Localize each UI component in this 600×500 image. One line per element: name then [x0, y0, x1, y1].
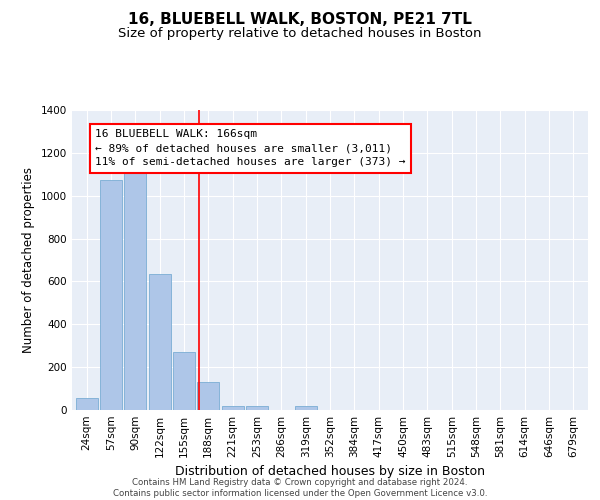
Bar — [76, 398, 98, 410]
Y-axis label: Number of detached properties: Number of detached properties — [22, 167, 35, 353]
Bar — [100, 180, 122, 410]
Bar — [295, 406, 317, 410]
Text: Size of property relative to detached houses in Boston: Size of property relative to detached ho… — [118, 28, 482, 40]
Bar — [173, 352, 195, 410]
Bar — [197, 382, 219, 410]
Bar — [246, 406, 268, 410]
X-axis label: Distribution of detached houses by size in Boston: Distribution of detached houses by size … — [175, 466, 485, 478]
Bar — [149, 274, 170, 410]
Text: 16 BLUEBELL WALK: 166sqm
← 89% of detached houses are smaller (3,011)
11% of sem: 16 BLUEBELL WALK: 166sqm ← 89% of detach… — [95, 130, 406, 168]
Text: Contains HM Land Registry data © Crown copyright and database right 2024.
Contai: Contains HM Land Registry data © Crown c… — [113, 478, 487, 498]
Bar — [221, 406, 244, 410]
Bar — [124, 158, 146, 410]
Text: 16, BLUEBELL WALK, BOSTON, PE21 7TL: 16, BLUEBELL WALK, BOSTON, PE21 7TL — [128, 12, 472, 28]
